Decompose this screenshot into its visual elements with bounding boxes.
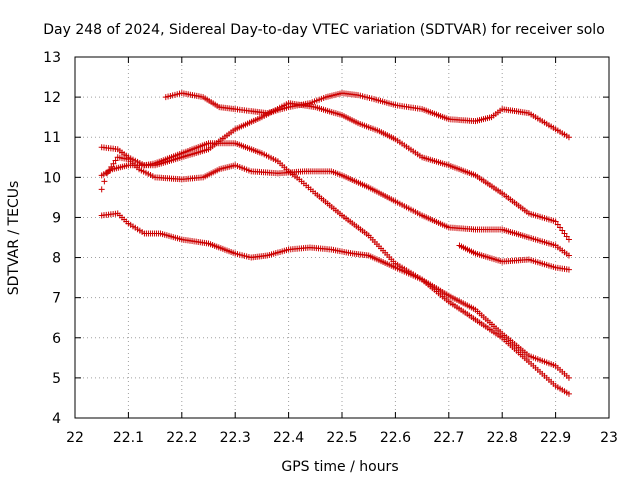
data-point — [554, 221, 561, 228]
data-point — [112, 157, 119, 164]
series-track-4 — [98, 140, 572, 397]
y-tick-label: 13 — [43, 50, 61, 66]
x-tick-label: 22.3 — [220, 430, 251, 446]
x-tick-label: 22 — [66, 430, 84, 446]
data-point — [565, 266, 572, 273]
x-tick-label: 22.9 — [540, 430, 571, 446]
x-tick-label: 22.6 — [380, 430, 411, 446]
series-track-1 — [98, 210, 572, 381]
data-point — [101, 178, 108, 185]
y-tick-label: 11 — [43, 130, 61, 146]
chart-title: Day 248 of 2024, Sidereal Day-to-day VTE… — [43, 22, 605, 38]
series-track-5 — [162, 90, 572, 141]
data-point — [565, 374, 572, 381]
x-tick-label: 22.7 — [433, 430, 464, 446]
x-tick-label: 22.4 — [273, 430, 304, 446]
series-track-6 — [456, 242, 572, 273]
x-tick-labels: 22 22.1 22.2 22.3 22.4 22.5 22.6 22.7 22.8 22.9 23 — [66, 430, 618, 446]
data-point — [565, 236, 572, 243]
data-points — [98, 90, 572, 397]
data-point — [563, 233, 570, 240]
y-tick-label: 6 — [52, 331, 61, 347]
y-tick-labels: 4 5 6 7 8 9 10 11 12 13 — [43, 50, 61, 427]
y-tick-label: 7 — [52, 291, 61, 307]
data-point — [559, 227, 566, 234]
grid-lines — [74, 56, 610, 419]
data-point — [552, 218, 559, 225]
data-point — [565, 390, 572, 397]
plot-frame — [74, 56, 610, 419]
x-tick-label: 22.1 — [113, 430, 144, 446]
data-point — [110, 160, 117, 167]
y-tick-label: 9 — [52, 210, 61, 226]
y-axis-label: SDTVAR / TECUs — [6, 181, 22, 296]
x-axis-label: GPS time / hours — [281, 459, 398, 475]
y-tick-label: 8 — [52, 251, 61, 267]
x-tick-label: 23 — [600, 430, 618, 446]
data-point — [565, 252, 572, 259]
y-tick-label: 12 — [43, 90, 61, 106]
data-point — [98, 186, 105, 193]
y-tick-label: 4 — [52, 411, 61, 427]
series-track-2 — [98, 154, 572, 259]
x-tick-label: 22.2 — [166, 430, 197, 446]
y-tick-label: 5 — [52, 371, 61, 387]
y-tick-label: 10 — [43, 170, 61, 186]
data-point — [565, 134, 572, 141]
x-tick-label: 22.8 — [487, 430, 518, 446]
x-tick-label: 22.5 — [326, 430, 357, 446]
data-point — [557, 224, 564, 231]
data-point — [561, 230, 568, 237]
